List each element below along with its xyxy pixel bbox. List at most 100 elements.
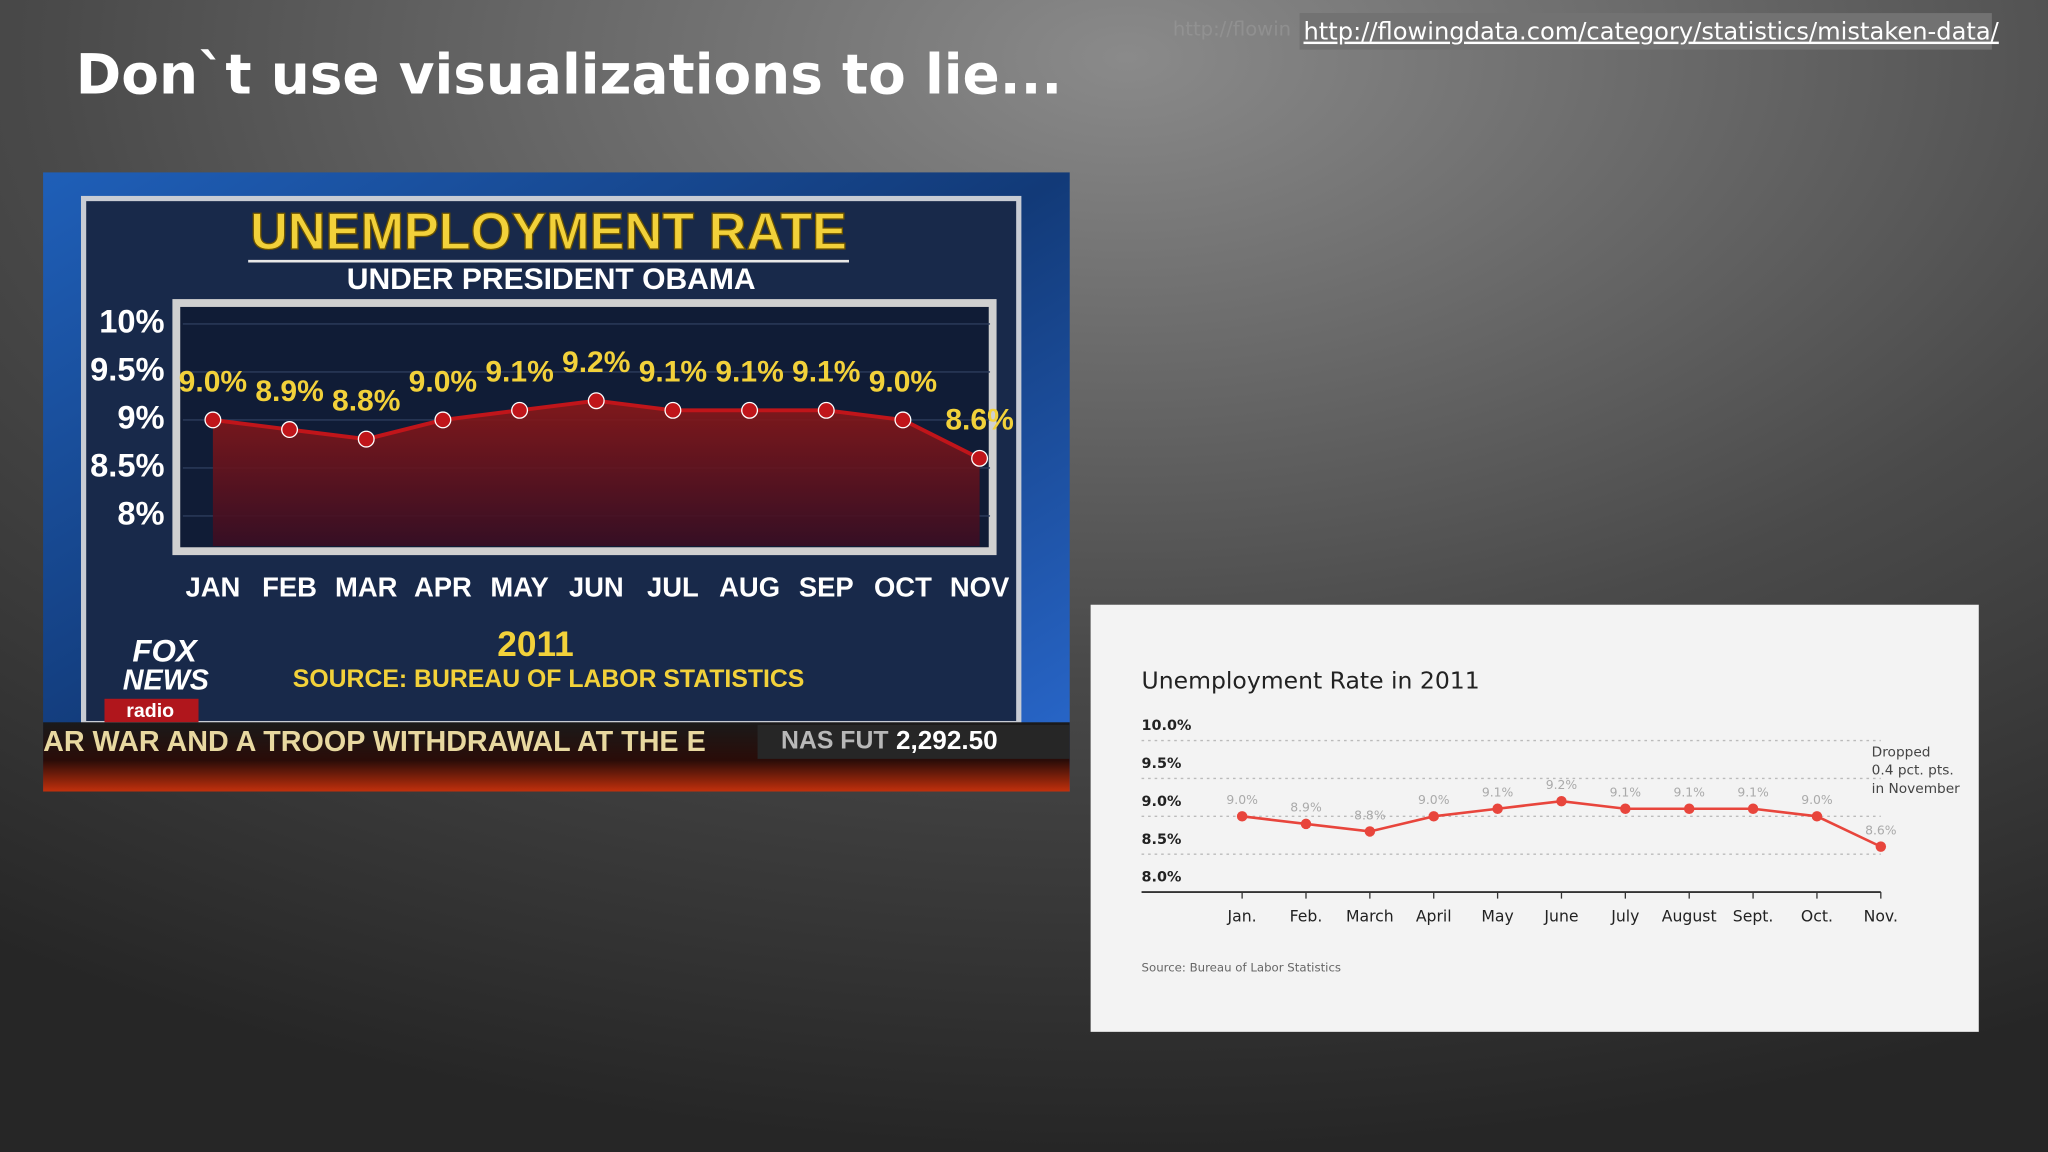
point	[1428, 811, 1439, 822]
value-label: 9.0%	[1801, 792, 1833, 807]
value-label: 8.8%	[1354, 807, 1386, 822]
value-label: 8.9%	[1290, 800, 1322, 815]
point	[1236, 811, 1248, 822]
x-tick-label: Oct.	[1801, 906, 1833, 925]
point	[1620, 803, 1631, 814]
y-tick-label: 9.5%	[90, 351, 164, 388]
x-tick-label: April	[1416, 906, 1452, 925]
point	[1747, 803, 1759, 814]
slide-title: Don`t use visualizations to lie...	[76, 42, 1063, 106]
y-tick-label: 8.0%	[1142, 870, 1182, 886]
point	[971, 449, 989, 467]
y-tick-label: 8.5%	[1142, 832, 1182, 848]
y-tick-label: 9.0%	[1142, 794, 1182, 810]
x-tick-label: MAR	[335, 571, 398, 602]
link-backdrop	[1299, 13, 1992, 50]
annotation: 0.4 pct. pts.	[1872, 763, 1954, 779]
x-tick-label: MAY	[490, 571, 548, 602]
x-tick-label: NOV	[950, 571, 1010, 602]
point	[894, 411, 912, 429]
logo-line: FOX	[132, 633, 199, 668]
x-tick-label: FEB	[262, 571, 317, 602]
x-tick-label: Nov.	[1864, 906, 1898, 925]
y-tick-label: 9.5%	[1142, 756, 1182, 772]
x-tick-label: AUG	[719, 571, 780, 602]
point	[434, 411, 452, 429]
value-label: 9.0%	[409, 365, 477, 398]
x-tick-label: Sept.	[1733, 906, 1774, 925]
fox-title: UNEMPLOYMENT RATE	[250, 203, 847, 261]
annotation: Dropped	[1872, 744, 1931, 760]
value-label: 9.1%	[1737, 785, 1769, 800]
value-label: 9.1%	[485, 356, 553, 389]
ticker-headline: AR WAR AND A TROOP WITHDRAWAL AT THE E	[43, 726, 706, 758]
point	[664, 401, 682, 419]
point	[817, 401, 835, 419]
y-tick-label: 9%	[117, 399, 164, 436]
point	[1364, 826, 1376, 837]
x-tick-label: June	[1543, 906, 1578, 925]
value-label: 9.1%	[639, 356, 707, 389]
point	[1811, 811, 1823, 822]
annotation: in November	[1872, 781, 1960, 797]
fox-source: SOURCE: BUREAU OF LABOR STATISTICS	[293, 666, 805, 693]
point	[1300, 818, 1312, 830]
value-label: 9.1%	[715, 356, 783, 389]
fox-subtitle: UNDER PRESIDENT OBAMA	[347, 263, 756, 296]
fox-xlabel: 2011	[497, 625, 573, 664]
point	[357, 430, 375, 448]
x-tick-label: May	[1481, 906, 1513, 925]
value-label: 9.0%	[179, 365, 247, 398]
value-label: 8.6%	[1865, 822, 1897, 837]
value-label: 9.1%	[792, 356, 860, 389]
point	[1492, 803, 1503, 814]
x-tick-label: OCT	[874, 571, 932, 602]
area	[212, 400, 980, 546]
x-tick-label: Feb.	[1290, 906, 1323, 925]
x-tick-label: JUN	[569, 571, 624, 602]
point	[1683, 803, 1695, 814]
link[interactable]: http://flowingdata.com/category/statisti…	[1304, 18, 2000, 46]
x-tick-label: JUL	[647, 571, 699, 602]
logo-line: NEWS	[123, 664, 209, 696]
value-label: 9.0%	[1418, 792, 1450, 807]
x-tick-label: March	[1346, 906, 1394, 925]
point	[511, 401, 529, 419]
value-label: 9.0%	[1226, 792, 1258, 807]
point	[741, 401, 759, 419]
point	[204, 411, 222, 429]
value-label: 9.0%	[869, 365, 937, 398]
y-tick-label: 8.5%	[90, 447, 164, 484]
x-tick-label: August	[1662, 906, 1717, 925]
point	[1556, 795, 1567, 807]
ticker-box	[757, 724, 1070, 759]
value-label: 9.1%	[1610, 785, 1642, 800]
x-tick-label: SEP	[799, 571, 854, 602]
logo-line: radio	[126, 700, 174, 722]
link-ghost: http://flowin	[1173, 18, 1291, 41]
x-tick-label: JAN	[185, 571, 240, 602]
clean-title: Unemployment Rate in 2011	[1142, 666, 1480, 694]
value-label: 9.1%	[1482, 785, 1514, 800]
logo-badge	[104, 698, 199, 723]
value-label: 8.9%	[255, 375, 323, 408]
clean-source: Source: Bureau of Labor Statistics	[1142, 960, 1341, 974]
x-tick-label: APR	[414, 571, 472, 602]
point	[281, 421, 299, 439]
x-tick-label: Jan.	[1227, 906, 1257, 925]
value-label: 9.2%	[562, 346, 630, 379]
value-label: 8.8%	[332, 384, 400, 417]
y-tick-label: 10.0%	[1142, 718, 1192, 734]
value-label: 9.1%	[1673, 785, 1705, 800]
y-tick-label: 10%	[99, 303, 164, 340]
y-tick-label: 8%	[117, 495, 164, 532]
ticker-label: NAS FUT	[781, 727, 888, 754]
value-label: 9.2%	[1546, 777, 1578, 792]
point	[1875, 841, 1887, 852]
value-label: 8.6%	[945, 404, 1013, 437]
x-tick-label: July	[1610, 906, 1639, 925]
ticker-value: 2,292.50	[896, 725, 998, 755]
point	[587, 392, 605, 410]
